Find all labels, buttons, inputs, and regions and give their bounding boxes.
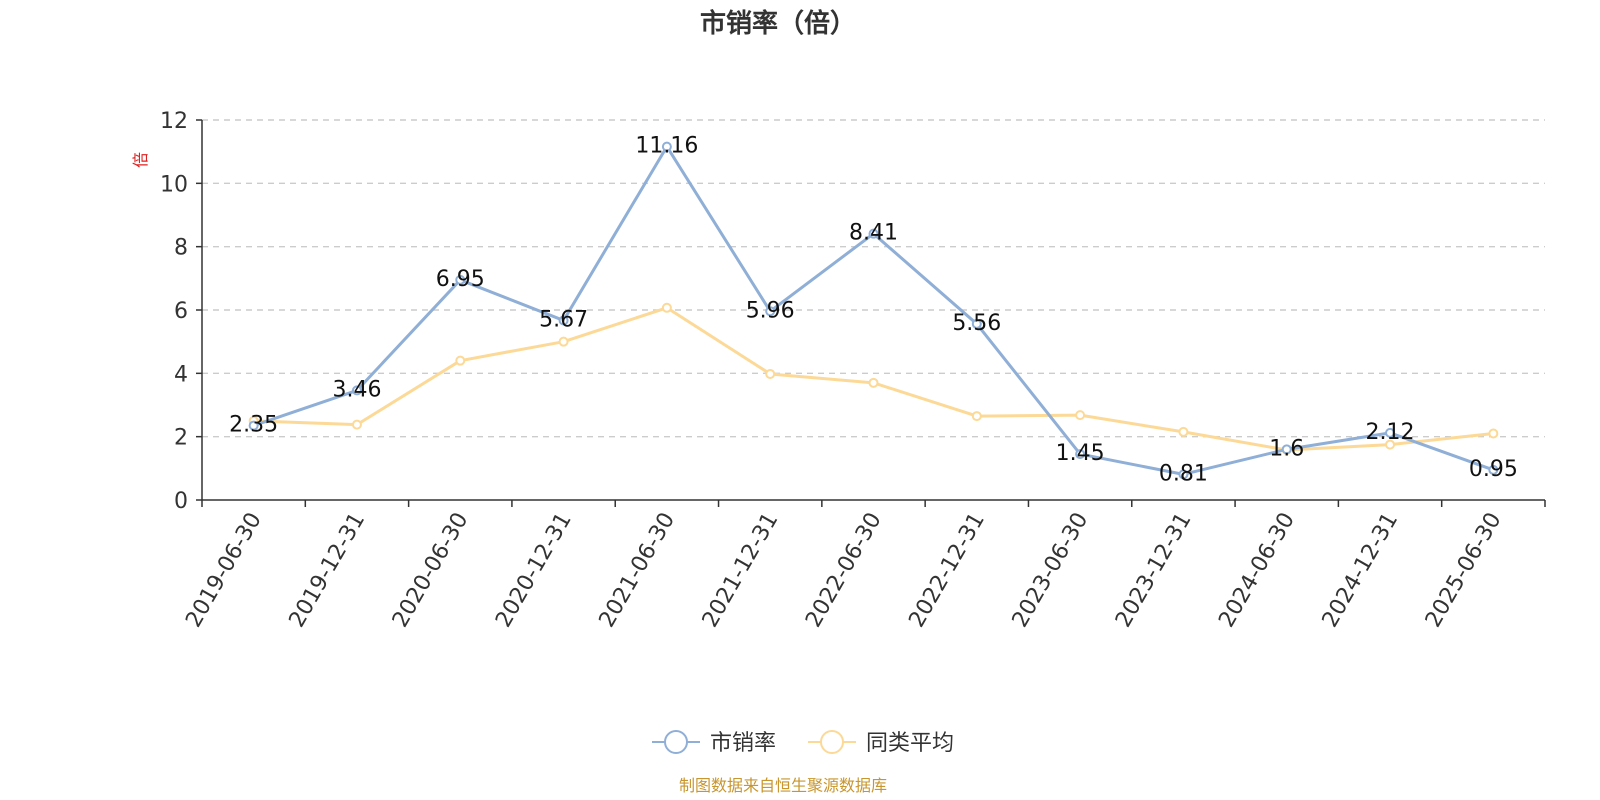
series-1-point-7 <box>971 411 982 422</box>
data-label-0: 2.35 <box>229 413 278 438</box>
series-0-point-9 <box>1178 469 1189 480</box>
y-tick-label-0: 0 <box>174 489 188 514</box>
data-label-4: 11.16 <box>635 134 698 159</box>
legend-label-1: 同类平均 <box>866 731 954 756</box>
grid-lines <box>202 119 1545 438</box>
series-1-point-4 <box>661 302 672 313</box>
series-0-point-1 <box>351 385 362 396</box>
series-0-point-5 <box>765 306 776 317</box>
x-tick-label-2019-06-30: 2019-06-30 <box>181 509 267 632</box>
data-label-8: 1.45 <box>1056 441 1105 466</box>
series-0-point-6 <box>868 228 879 239</box>
x-tick-label-2021-06-30: 2021-06-30 <box>595 509 681 632</box>
y-tick-label-2: 2 <box>174 426 188 451</box>
source-footer: 制图数据来自恒生聚源数据库 <box>679 776 887 795</box>
x-tick-label-2023-06-30: 2023-06-30 <box>1008 509 1094 632</box>
series-0-point-10 <box>1281 444 1292 455</box>
series-0-point-7 <box>971 318 982 329</box>
series-0-point-11 <box>1385 427 1396 438</box>
x-tick-label-2025-06-30: 2025-06-30 <box>1421 509 1507 632</box>
series-0-point-3 <box>558 315 569 326</box>
series-1-point-1 <box>351 419 362 430</box>
data-label-1: 3.46 <box>332 377 381 402</box>
legend: 市销率 同类平均 <box>652 730 954 756</box>
data-label-7: 5.56 <box>952 311 1001 336</box>
x-tick-label-2022-06-30: 2022-06-30 <box>801 509 887 632</box>
series-lines <box>248 141 1499 480</box>
y-axis-label: 倍 <box>131 152 150 168</box>
series-1-point-12 <box>1488 428 1499 439</box>
x-tick-label-2024-12-31: 2024-12-31 <box>1318 509 1404 632</box>
data-label-12: 0.95 <box>1469 457 1518 482</box>
x-tick-label-2024-06-30: 2024-06-30 <box>1214 509 1300 632</box>
series-1-point-9 <box>1178 426 1189 437</box>
series-1-point-11 <box>1385 439 1396 450</box>
series-1-point-3 <box>558 336 569 347</box>
series-1-point-2 <box>455 355 466 366</box>
data-label-2: 6.95 <box>436 267 485 292</box>
x-tick-label-2022-12-31: 2022-12-31 <box>904 508 990 631</box>
series-0-point-0 <box>248 420 259 431</box>
data-label-6: 8.41 <box>849 221 898 246</box>
y-tick-label-10: 10 <box>160 172 188 197</box>
data-label-9: 0.81 <box>1159 461 1208 486</box>
x-tick-label-2021-12-31: 2021-12-31 <box>698 509 784 632</box>
x-tick-label-2023-12-31: 2023-12-31 <box>1111 509 1197 632</box>
series-0-point-2 <box>455 274 466 285</box>
data-label-10: 1.6 <box>1269 436 1304 461</box>
x-tick-label-2020-06-30: 2020-06-30 <box>388 509 474 632</box>
x-tick-label-2019-12-31: 2019-12-31 <box>285 509 371 632</box>
series-0-point-12 <box>1488 464 1499 475</box>
series-1-point-8 <box>1075 410 1086 421</box>
legend-label-0: 市销率 <box>710 731 776 756</box>
series-0-point-4 <box>661 141 672 152</box>
chart-title: 市销率（倍） <box>700 8 856 39</box>
legend-marker-0 <box>664 730 688 754</box>
data-labels: 2.35 3.46 6.95 5.67 11.16 5.96 8.41 5.56 1.45 0.8… <box>229 134 1518 487</box>
y-tick-label-12: 12 <box>160 109 188 134</box>
series-1-point-6 <box>868 377 879 388</box>
data-label-11: 2.12 <box>1366 420 1415 445</box>
series-1-point-5 <box>765 368 776 379</box>
y-tick-label-4: 4 <box>174 362 188 387</box>
series-0-point-8 <box>1075 449 1086 460</box>
y-tick-label-6: 6 <box>174 299 188 324</box>
x-tick-label-2020-12-31: 2020-12-31 <box>491 509 577 632</box>
data-label-3: 5.67 <box>539 307 588 332</box>
y-tick-label-8: 8 <box>174 236 188 261</box>
legend-marker-1 <box>820 730 844 754</box>
data-label-5: 5.96 <box>746 298 795 323</box>
